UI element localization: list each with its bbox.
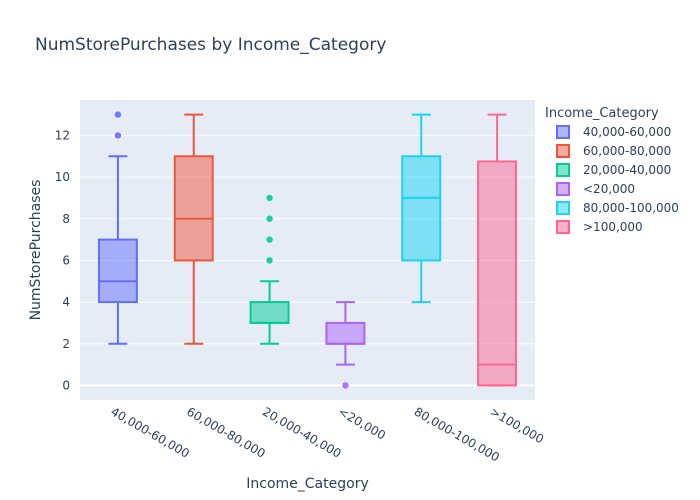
box-trace[interactable] <box>477 113 518 387</box>
y-tick-label: 0 <box>62 378 70 392</box>
box-trace[interactable] <box>173 113 214 345</box>
outlier-point <box>114 111 122 118</box>
outlier-point <box>266 215 273 222</box>
y-tick-label: 2 <box>62 337 70 351</box>
legend-label: 80,000-100,000 <box>583 201 679 215</box>
x-tick-label: >100,000 <box>488 404 547 446</box>
legend-item[interactable]: 60,000-80,000 <box>556 144 671 158</box>
legend-swatch <box>556 144 570 158</box>
outlier-point <box>114 132 122 139</box>
grid-layer <box>80 134 535 387</box>
box-iqr <box>249 301 290 324</box>
y-tick-label: 6 <box>62 253 70 267</box>
legend[interactable]: Income_Category 40,000-60,000 60,000-80,0… <box>545 106 679 234</box>
x-tick-label: 40,000-60,000 <box>108 404 191 460</box>
legend-label: 60,000-80,000 <box>583 144 671 158</box>
outlier-point <box>266 257 273 264</box>
legend-label: >100,000 <box>583 220 643 234</box>
box-trace[interactable] <box>249 194 290 345</box>
y-tick-label: 4 <box>62 295 70 309</box>
box-iqr <box>173 155 214 262</box>
legend-label: 20,000-40,000 <box>583 163 671 177</box>
legend-swatch <box>556 182 570 196</box>
outlier-point <box>342 382 349 389</box>
y-tick-label: 12 <box>55 128 70 142</box>
y-axis-title: NumStorePurchases <box>28 180 44 321</box>
box-iqr <box>401 155 442 262</box>
x-tick-layer: 40,000-60,00060,000-80,00020,000-40,000<… <box>108 404 546 464</box>
box-trace[interactable] <box>401 113 442 304</box>
legend-swatch <box>556 163 570 177</box>
box-trace[interactable] <box>325 301 366 389</box>
y-tick-layer: 0 2 4 6 8 10 12 <box>55 128 70 392</box>
legend-swatch <box>556 220 570 234</box>
box-iqr <box>97 238 138 304</box>
legend-swatch <box>556 125 570 139</box>
box-layer <box>97 111 518 389</box>
legend-item[interactable]: 80,000-100,000 <box>556 201 679 215</box>
legend-item[interactable]: >100,000 <box>556 220 643 234</box>
legend-item[interactable]: 40,000-60,000 <box>556 125 671 139</box>
y-tick-label: 8 <box>62 212 70 226</box>
outlier-point <box>266 194 273 202</box>
legend-swatch <box>556 201 570 215</box>
x-tick-label: 20,000-40,000 <box>260 404 343 460</box>
chart-title: NumStorePurchases by Income_Category <box>35 35 386 55</box>
legend-label: <20,000 <box>583 182 635 196</box>
outlier-point <box>266 236 273 243</box>
legend-label: 40,000-60,000 <box>583 125 671 139</box>
legend-item[interactable]: <20,000 <box>556 182 635 196</box>
y-tick-label: 10 <box>55 170 70 184</box>
x-axis-title: Income_Category <box>246 476 368 492</box>
x-tick-label: 60,000-80,000 <box>184 404 267 460</box>
plot-background <box>80 100 535 400</box>
legend-item[interactable]: 20,000-40,000 <box>556 163 671 177</box>
legend-title: Income_Category <box>545 106 659 121</box>
box-iqr <box>477 160 518 387</box>
x-tick-label: <20,000 <box>336 404 388 442</box>
box-iqr <box>325 321 366 345</box>
box-trace[interactable] <box>97 111 138 345</box>
